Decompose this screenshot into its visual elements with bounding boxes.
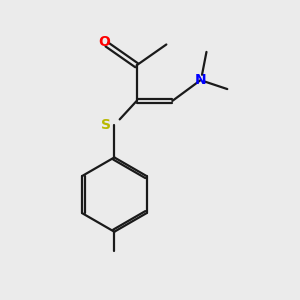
Text: O: O: [98, 34, 110, 49]
Text: S: S: [101, 118, 111, 132]
Text: N: N: [195, 73, 206, 87]
